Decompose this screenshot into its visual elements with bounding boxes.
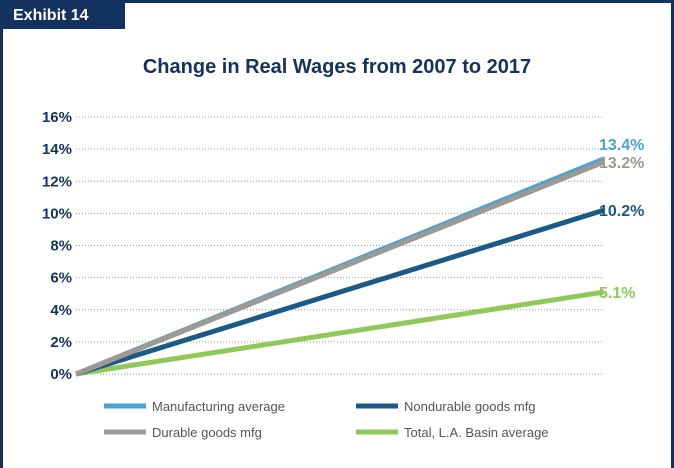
end-labels: 13.4% 10.2% 13.2% 5.1% [599, 137, 644, 302]
legend-label: Durable goods mfg [152, 425, 262, 440]
y-tick-label: 10% [42, 205, 72, 222]
legend: Manufacturing average Nondurable goods mf… [104, 399, 549, 440]
end-value-label: 13.2% [599, 155, 644, 172]
series-lines [75, 156, 605, 377]
y-tick-label: 16% [42, 109, 72, 126]
series-line [75, 207, 605, 377]
y-tick-label: 0% [50, 366, 72, 383]
exhibit-label: Exhibit 14 [3, 3, 125, 29]
y-axis-ticks: 0% 2% 4% 6% 8% 10% 12% 14% 16% [42, 109, 72, 383]
y-tick-label: 12% [42, 173, 72, 190]
y-tick-label: 6% [50, 270, 72, 287]
end-value-label: 13.4% [599, 137, 644, 154]
end-value-label: 10.2% [599, 203, 644, 220]
end-value-label: 5.1% [599, 285, 635, 302]
series-line [75, 159, 605, 377]
legend-label: Total, L.A. Basin average [404, 425, 549, 440]
legend-label: Nondurable goods mfg [404, 399, 536, 414]
series-line [75, 289, 605, 377]
y-tick-label: 8% [50, 238, 72, 255]
gridlines [76, 116, 604, 375]
legend-label: Manufacturing average [152, 399, 285, 414]
chart-title: Change in Real Wages from 2007 to 2017 [142, 56, 532, 78]
y-tick-label: 2% [50, 334, 72, 351]
y-tick-label: 4% [50, 302, 72, 319]
y-tick-label: 14% [42, 141, 72, 158]
